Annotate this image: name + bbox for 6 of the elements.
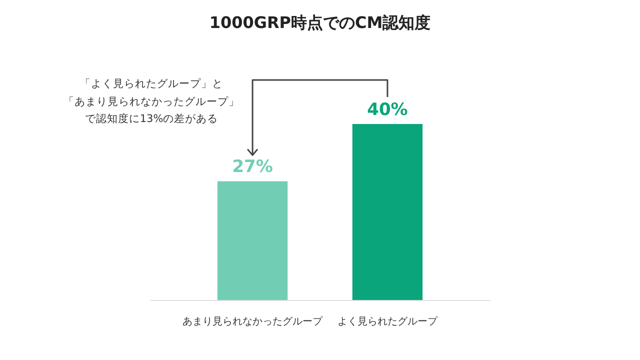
chart-title: 1000GRP時点でのCM認知度 bbox=[209, 13, 431, 32]
data-label: 40% bbox=[367, 100, 408, 120]
annotation: 「よく見られたグループ」と「あまり見られなかったグループ」で認知度に13%の差がある bbox=[62, 77, 240, 127]
x-tick-label: よく見られたグループ bbox=[337, 316, 438, 328]
x-tick-label: あまり見られなかったグループ bbox=[182, 316, 324, 328]
data-label: 27% bbox=[232, 157, 273, 178]
